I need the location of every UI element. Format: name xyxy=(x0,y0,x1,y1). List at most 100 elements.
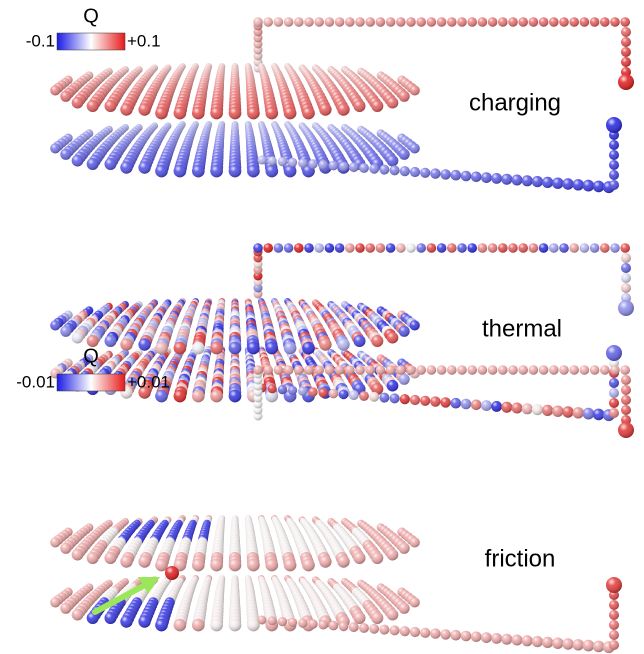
sphere-shade xyxy=(87,158,99,170)
colorbar-max: +0.01 xyxy=(127,372,170,391)
sphere-shade xyxy=(518,243,528,253)
sphere-shade xyxy=(410,143,420,153)
sphere-shade xyxy=(609,620,619,630)
sphere-shade xyxy=(278,385,287,394)
sphere-shade xyxy=(302,107,315,120)
sphere-shade xyxy=(274,17,284,27)
sphere-shade xyxy=(580,17,590,27)
sphere-shade xyxy=(288,618,297,627)
sphere-shade xyxy=(467,17,477,27)
sphere-shade xyxy=(620,365,630,375)
sphere-shade xyxy=(620,243,630,253)
sphere-shade xyxy=(491,633,502,644)
sphere-shade xyxy=(399,326,410,337)
sphere-shade xyxy=(329,389,339,399)
sphere-shade xyxy=(416,365,426,375)
sphere-shade xyxy=(491,401,502,412)
colorbar-gradient xyxy=(57,33,125,50)
sphere-shade xyxy=(618,422,634,438)
sphere-shade xyxy=(345,365,355,375)
sphere-shade xyxy=(410,167,420,177)
sphere-shade xyxy=(87,100,99,112)
sphere-shade xyxy=(335,365,345,375)
sphere-shade xyxy=(304,365,314,375)
sphere-shade xyxy=(337,338,349,350)
sphere-shade xyxy=(447,17,457,27)
sphere-shade xyxy=(399,543,410,554)
sphere-shade xyxy=(355,365,365,375)
sphere-shade xyxy=(593,409,605,421)
sphere-shade xyxy=(498,17,508,27)
sphere-shade xyxy=(284,243,294,253)
sphere-shade xyxy=(399,91,410,102)
sphere-shade xyxy=(621,37,631,47)
sphere-shade xyxy=(600,17,610,27)
sphere-shade xyxy=(386,365,396,375)
colorbar-min: -0.01 xyxy=(16,372,55,391)
colorbar-title: Q xyxy=(83,345,99,367)
sphere-shade xyxy=(355,243,365,253)
sphere-shade xyxy=(369,164,379,174)
sphere-shade xyxy=(247,342,260,355)
sphere-shade xyxy=(471,172,482,183)
sphere-shade xyxy=(72,97,84,109)
sphere-shade xyxy=(120,161,132,173)
sphere-shade xyxy=(583,640,595,652)
sphere-shade xyxy=(319,103,331,115)
sphere-shade xyxy=(427,243,437,253)
sphere-shade xyxy=(298,387,307,396)
sphere-shade xyxy=(539,365,549,375)
sphere-shade xyxy=(618,74,634,90)
sphere-shade xyxy=(365,17,375,27)
sphere-shade xyxy=(319,620,328,629)
sphere-shade xyxy=(284,559,297,572)
sphere-shade xyxy=(457,17,467,27)
sphere-shade xyxy=(379,625,389,635)
sphere-shade xyxy=(410,395,420,405)
sphere-shade xyxy=(354,100,366,112)
sphere-shade xyxy=(229,342,242,355)
sphere-shade xyxy=(387,155,399,167)
sphere-shade xyxy=(621,375,631,385)
sphere-shade xyxy=(539,17,549,27)
sphere-shade xyxy=(50,597,60,607)
sphere-shade xyxy=(174,165,187,178)
sphere-shade xyxy=(379,165,389,175)
sphere-shade xyxy=(72,549,84,561)
sphere-shade xyxy=(105,612,117,624)
sphere-shade xyxy=(247,165,260,178)
sphere-shade xyxy=(120,338,132,350)
sphere-shade xyxy=(549,243,559,253)
sphere-shade xyxy=(268,384,277,393)
sphere-shade xyxy=(325,17,335,27)
sphere-shade xyxy=(501,402,512,413)
sphere-shade xyxy=(583,180,595,192)
sphere-shade xyxy=(354,335,366,347)
sphere-shade xyxy=(174,390,187,403)
sphere-shade xyxy=(522,403,533,414)
sphere-shade xyxy=(609,408,619,418)
sphere-shade xyxy=(396,365,406,375)
sphere-shade xyxy=(302,342,315,355)
sphere-shade xyxy=(138,615,150,627)
sphere-shade xyxy=(284,17,294,27)
sphere-shade xyxy=(406,17,416,27)
sphere-shade xyxy=(491,173,502,184)
sphere-shade xyxy=(498,243,508,253)
sphere-shade xyxy=(609,398,619,408)
sphere-shade xyxy=(621,273,631,283)
sphere-shade xyxy=(498,365,508,375)
sphere-shade xyxy=(610,243,620,253)
sphere-shade xyxy=(60,149,71,160)
sphere-shade xyxy=(569,243,579,253)
sphere-shade xyxy=(427,17,437,27)
sphere-shade xyxy=(349,390,359,400)
sphere-shade xyxy=(210,619,223,632)
sphere-shade xyxy=(371,335,383,347)
sphere-shade xyxy=(522,635,533,646)
sphere-shade xyxy=(420,628,430,638)
sphere-shade xyxy=(580,365,590,375)
sphere-shade xyxy=(210,390,223,403)
sphere-shade xyxy=(138,103,150,115)
sphere-shade xyxy=(437,365,447,375)
